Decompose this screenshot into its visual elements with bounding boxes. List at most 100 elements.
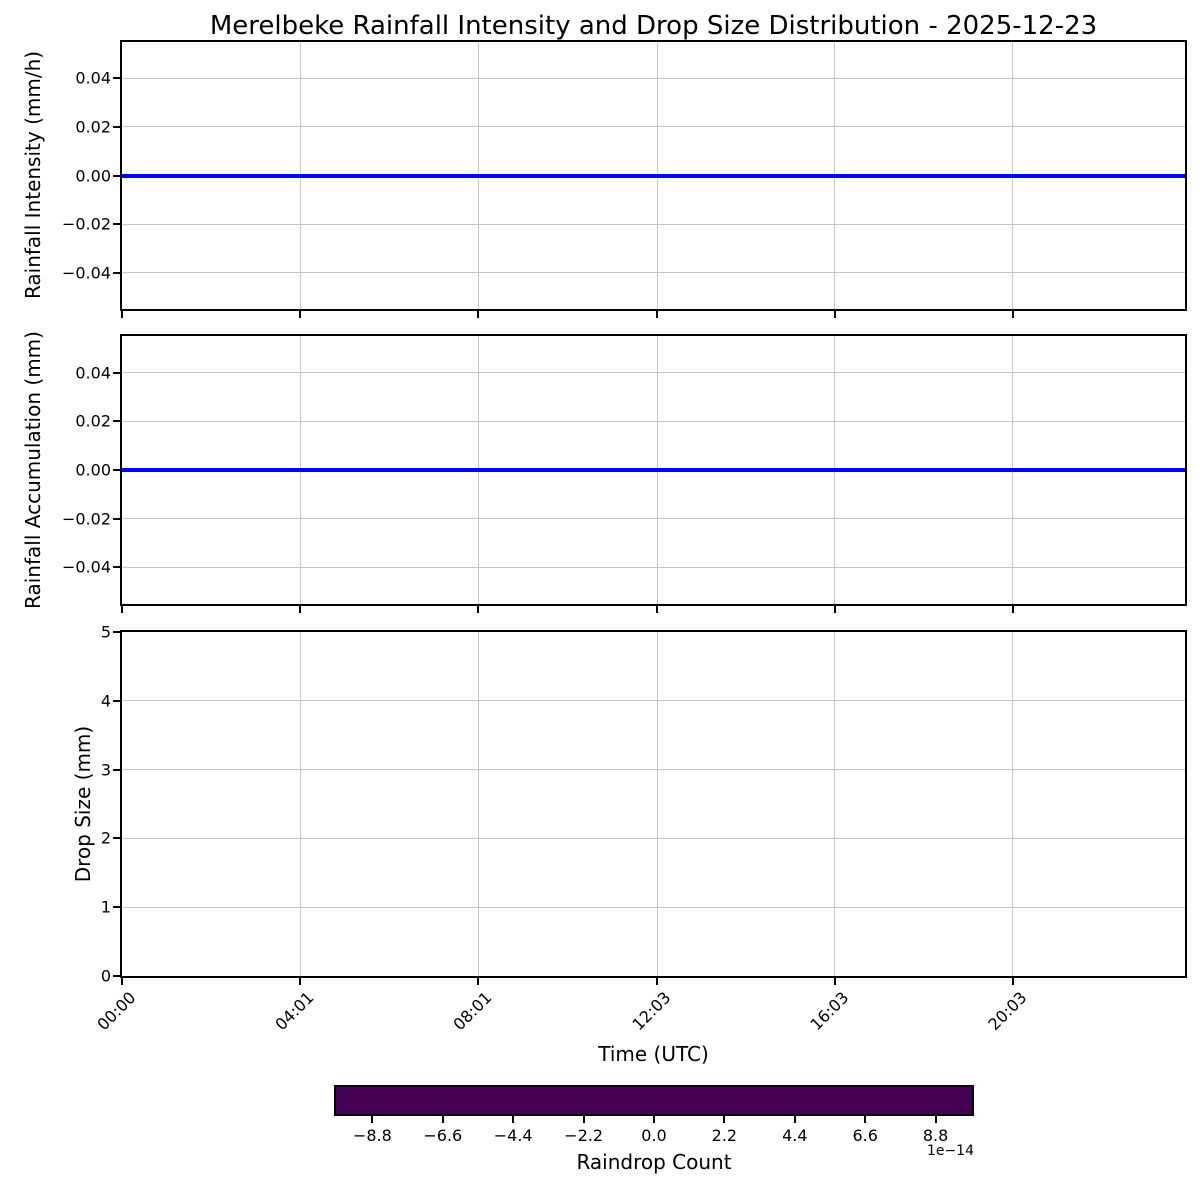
gridline-y <box>122 77 1185 79</box>
colorbar-tick-mark <box>582 1116 585 1123</box>
y-tick-mark <box>113 975 120 977</box>
x-tick-mark <box>477 606 480 613</box>
y-tick-mark <box>113 699 120 702</box>
x-tick-mark <box>656 606 659 613</box>
y-tick-label: 2 <box>100 828 111 848</box>
colorbar-tick-mark <box>653 1116 655 1123</box>
x-tick-label: 12:03 <box>628 988 675 1035</box>
gridline-y <box>122 837 1185 839</box>
x-tick-label: 04:01 <box>271 988 318 1035</box>
gridline-x <box>656 632 658 976</box>
colorbar-tick-label: −4.4 <box>493 1126 533 1145</box>
y-tick-label: 0.00 <box>75 460 111 480</box>
y-tick-mark <box>113 768 120 771</box>
gridline-x <box>477 632 479 976</box>
colorbar-offset-text: 1e−14 <box>926 1143 974 1159</box>
colorbar-tick-label: 6.6 <box>852 1126 878 1145</box>
subplot-drop-size: 0 1 2 3 4 5 <box>101 623 1187 986</box>
x-tick-mark <box>121 606 123 613</box>
x-tick-mark <box>121 311 123 318</box>
xaxis-label: Time (UTC) <box>598 1042 709 1066</box>
x-tick-label: 00:00 <box>93 988 140 1035</box>
y-tick-label: −0.04 <box>61 557 111 577</box>
gridline-y <box>122 272 1185 274</box>
ylabel-rainfall-accumulation: Rainfall Accumulation (mm) <box>21 331 45 609</box>
y-tick-label: 1 <box>100 897 111 917</box>
x-tick-mark <box>299 311 302 318</box>
colorbar-tick-label: 2.2 <box>711 1126 738 1145</box>
x-tick-mark <box>477 978 480 985</box>
y-tick-label: 0.04 <box>75 68 111 88</box>
series-line <box>122 173 1185 178</box>
y-tick-mark <box>113 174 120 177</box>
y-tick-label: 3 <box>100 760 111 780</box>
colorbar-tick-mark <box>723 1116 726 1123</box>
gridline-y <box>122 372 1185 374</box>
gridline-y <box>122 126 1185 128</box>
y-tick-mark <box>113 837 120 840</box>
gridline-y <box>122 566 1185 568</box>
gridline-y <box>122 769 1185 771</box>
colorbar <box>334 1085 974 1116</box>
colorbar-tick-mark <box>793 1116 796 1123</box>
colorbar-tick-label: 0.0 <box>641 1126 667 1145</box>
x-tick-mark <box>121 978 123 985</box>
gridline-y <box>122 700 1185 702</box>
x-tick-mark <box>1011 978 1014 985</box>
y-tick-mark <box>113 906 120 909</box>
y-tick-label: 0.02 <box>75 411 111 431</box>
x-tick-mark <box>656 311 659 318</box>
x-tick-mark <box>477 311 480 318</box>
colorbar-tick-mark <box>512 1116 515 1123</box>
series-line <box>122 468 1185 472</box>
colorbar-tick-mark <box>864 1116 867 1123</box>
colorbar-tick-mark <box>441 1116 444 1123</box>
y-tick-mark <box>113 517 120 520</box>
y-tick-label: 0.04 <box>75 363 111 383</box>
gridline-y <box>122 518 1185 520</box>
subplot-rainfall-intensity: 0.04 0.02 0.00 −0.02 −0.04 <box>62 40 1187 318</box>
x-tick-mark <box>656 978 659 985</box>
y-tick-label: −0.02 <box>61 509 111 529</box>
y-tick-mark <box>113 125 120 128</box>
x-tick-mark <box>833 311 836 318</box>
y-tick-label: 0.00 <box>75 166 111 185</box>
y-tick-label: −0.04 <box>61 263 111 283</box>
y-tick-mark <box>113 631 120 633</box>
y-tick-label: 5 <box>100 622 111 642</box>
subplot-rainfall-accumulation: 0.04 0.02 0.00 −0.02 −0.04 <box>62 334 1187 613</box>
x-tick-label: 16:03 <box>806 988 853 1035</box>
x-tick-label: 20:03 <box>983 988 1030 1035</box>
chart-title: Merelbeke Rainfall Intensity and Drop Si… <box>209 11 1098 41</box>
y-tick-mark <box>113 566 120 569</box>
y-tick-mark <box>113 223 120 226</box>
colorbar-label: Raindrop Count <box>576 1150 732 1174</box>
y-tick-label: 4 <box>100 691 111 711</box>
x-tick-mark <box>833 978 836 985</box>
x-tick-mark <box>833 606 836 613</box>
colorbar-tick-mark <box>371 1116 374 1123</box>
gridline-x <box>834 632 836 976</box>
ylabel-rainfall-intensity: Rainfall Intensity (mm/h) <box>21 50 45 300</box>
gridline-x <box>1012 632 1014 976</box>
x-tick-mark <box>1011 606 1014 613</box>
gridline-y <box>122 223 1185 225</box>
gridline-y <box>122 420 1185 422</box>
colorbar-tick-mark <box>934 1116 937 1123</box>
x-tick-mark <box>299 606 302 613</box>
colorbar-tick-label: 4.4 <box>782 1126 808 1145</box>
colorbar-tick-label: −6.6 <box>423 1126 463 1145</box>
x-tick-label: 08:01 <box>449 988 496 1035</box>
colorbar-tick-label: −8.8 <box>352 1126 392 1145</box>
y-tick-label: 0.02 <box>75 117 111 137</box>
x-tick-mark <box>299 978 302 985</box>
y-tick-mark <box>113 420 120 423</box>
gridline-x <box>299 632 301 976</box>
y-tick-mark <box>113 271 120 274</box>
axes-border <box>120 630 1187 978</box>
ylabel-drop-size: Drop Size (mm) <box>71 725 95 883</box>
y-tick-mark <box>113 469 120 471</box>
gridline-y <box>122 906 1185 908</box>
x-tick-mark <box>1011 311 1014 318</box>
